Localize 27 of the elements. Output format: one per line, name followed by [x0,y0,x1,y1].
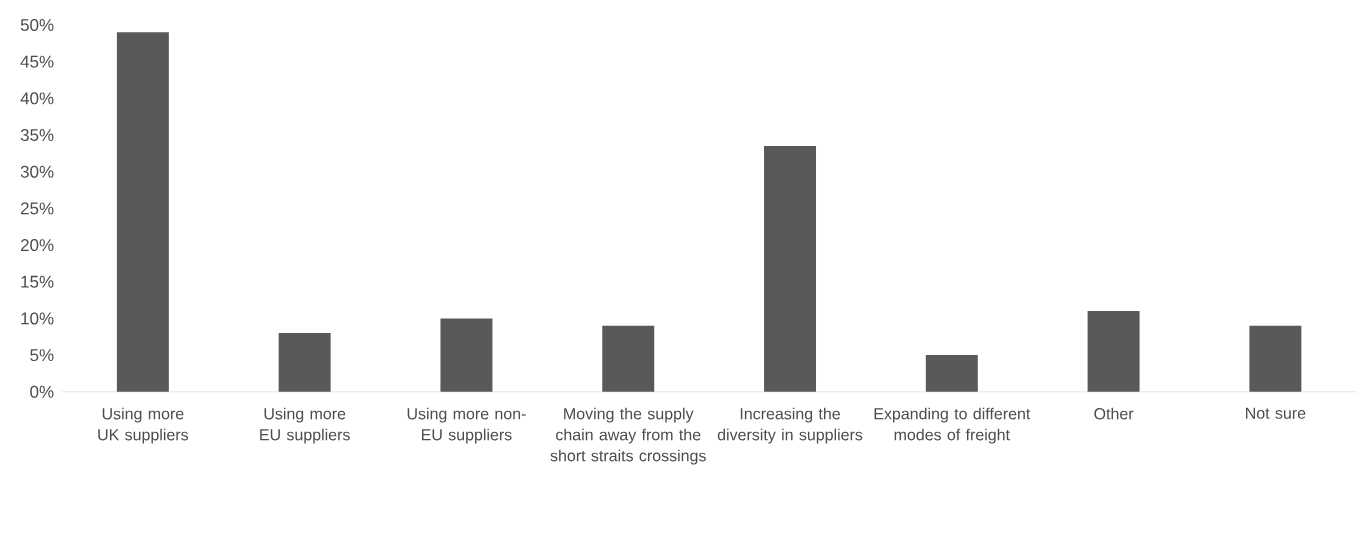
bar [602,325,655,392]
x-tick-label: Expanding to different modes of freight [874,407,1031,444]
x-tick-label: Other [1094,407,1134,420]
x-tick-label: Using more EU suppliers [260,407,350,444]
y-tick-label: 45% [20,55,54,68]
x-tick-label: Not sure [1246,407,1306,419]
y-tick-label: 50% [20,19,54,32]
y-tick-label: 30% [20,165,54,178]
y-tick-label: 40% [20,92,54,105]
bar [116,32,169,392]
bar [440,318,493,392]
x-tick-label: Moving the supply chain away from the short straits crossings [550,407,706,465]
y-tick-label: 0% [30,385,54,398]
y-tick-label: 25% [20,202,54,215]
bar [278,333,331,392]
bar [925,355,978,392]
x-tick-label: Increasing the diversity in suppliers [717,407,863,444]
y-tick-label: 15% [21,275,54,288]
bar [1249,325,1302,392]
y-tick-label: 10% [21,312,54,325]
y-tick-label: 5% [30,349,54,362]
y-tick-label: 20% [20,239,54,252]
bar [764,146,817,392]
x-tick-label: Using more UK suppliers [98,407,189,444]
y-tick-label: 35% [20,129,54,142]
x-tick-label: Using more non-EU suppliers [407,407,526,444]
bar [1087,311,1140,392]
